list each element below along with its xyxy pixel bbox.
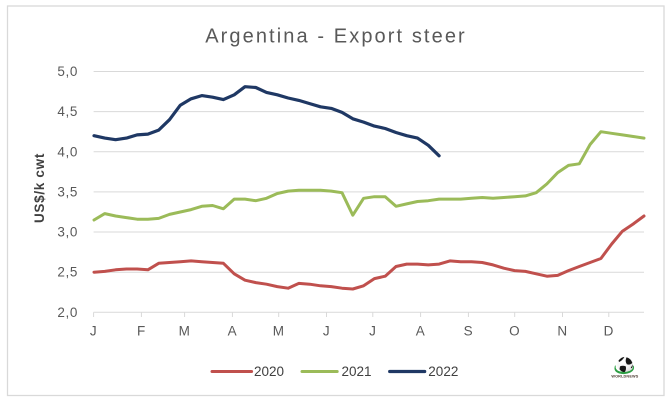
svg-text:2021: 2021 — [342, 364, 372, 379]
svg-text:A: A — [416, 324, 426, 339]
svg-text:3,5: 3,5 — [57, 184, 78, 199]
svg-text:J: J — [323, 324, 330, 339]
svg-text:M: M — [179, 324, 191, 339]
svg-text:5,0: 5,0 — [57, 64, 78, 79]
svg-text:4,5: 4,5 — [57, 104, 78, 119]
svg-text:J: J — [369, 324, 376, 339]
svg-text:N: N — [557, 324, 567, 339]
svg-text:4,0: 4,0 — [57, 144, 78, 159]
svg-text:F: F — [137, 324, 146, 339]
svg-text:O: O — [509, 324, 520, 339]
svg-text:2022: 2022 — [428, 364, 458, 379]
svg-text:M: M — [273, 324, 285, 339]
svg-text:WORLDNEWS: WORLDNEWS — [611, 375, 638, 379]
svg-text:D: D — [604, 324, 614, 339]
svg-text:US$/k cwt: US$/k cwt — [32, 153, 47, 223]
svg-text:A: A — [228, 324, 238, 339]
svg-text:Argentina - Export steer: Argentina - Export steer — [205, 26, 467, 48]
svg-text:S: S — [464, 324, 474, 339]
svg-text:2,0: 2,0 — [57, 305, 78, 320]
svg-text:2020: 2020 — [254, 364, 284, 379]
svg-text:J: J — [90, 324, 97, 339]
svg-text:2,5: 2,5 — [57, 265, 78, 280]
svg-text:3,0: 3,0 — [57, 225, 78, 240]
